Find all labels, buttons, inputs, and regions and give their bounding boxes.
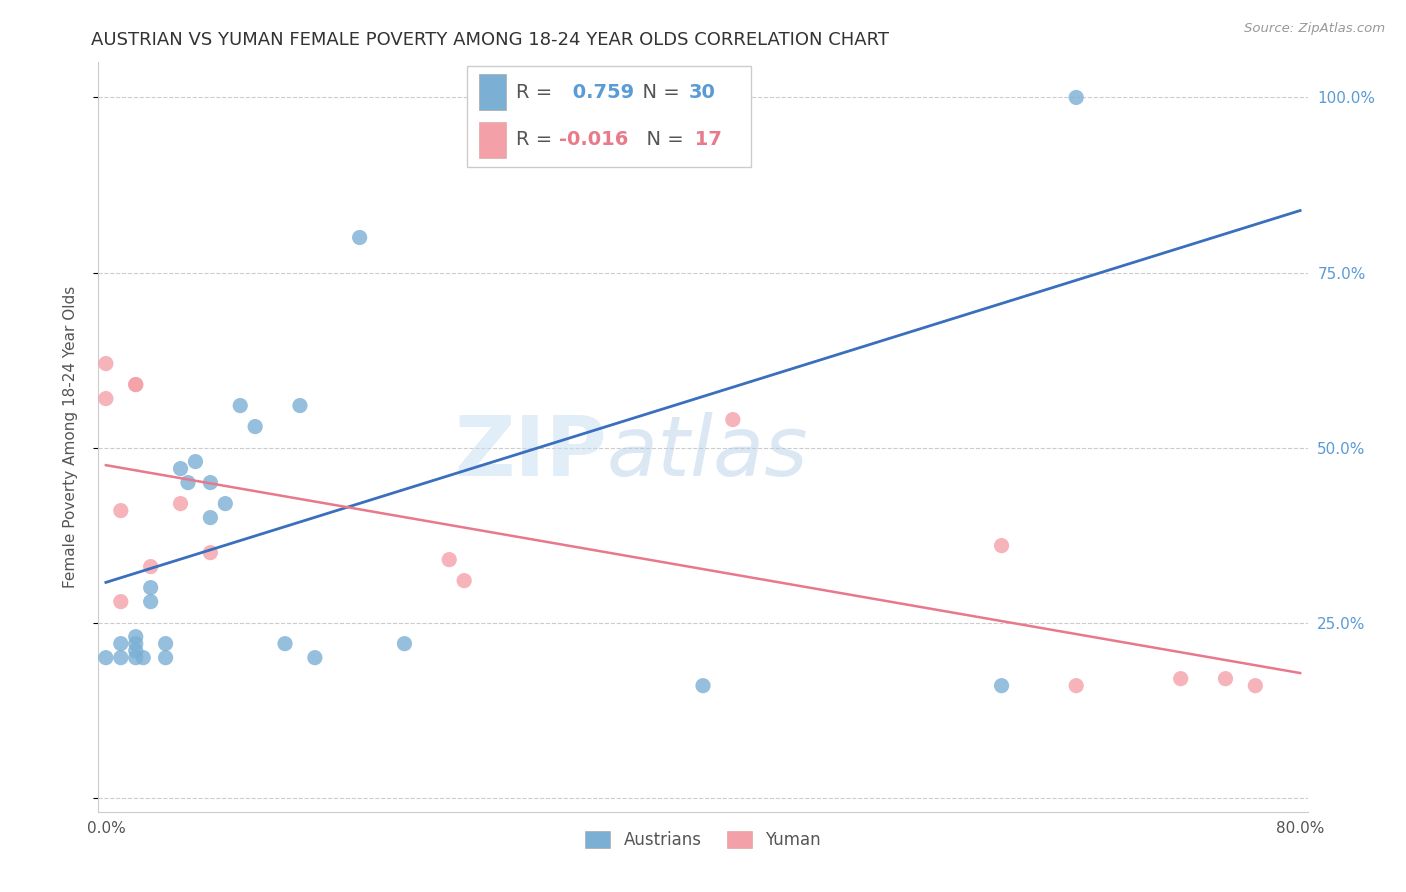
Text: 17: 17 (689, 130, 723, 149)
Point (1244, 679, 1267, 693)
Point (274, 637, 297, 651)
Point (349, 230, 371, 244)
Point (94, 392, 117, 406)
Point (1215, 672, 1237, 686)
Point (453, 574, 475, 588)
Point (125, 630, 148, 644)
Point (125, 377, 148, 392)
Point (184, 454, 207, 468)
Text: R =: R = (516, 83, 558, 102)
Point (721, 412, 744, 426)
Point (139, 559, 162, 574)
Point (200, 510, 222, 524)
Point (110, 650, 132, 665)
Text: Source: ZipAtlas.com: Source: ZipAtlas.com (1244, 22, 1385, 36)
Point (110, 637, 132, 651)
Point (200, 475, 222, 490)
FancyBboxPatch shape (467, 66, 751, 168)
Point (394, 637, 416, 651)
Text: 30: 30 (689, 83, 716, 102)
Point (527, 90, 550, 104)
Legend: Austrians, Yuman: Austrians, Yuman (579, 824, 827, 855)
Point (229, 399, 252, 413)
Point (288, 399, 311, 413)
Point (125, 643, 148, 657)
Text: R =: R = (516, 130, 558, 149)
Point (200, 546, 222, 560)
FancyBboxPatch shape (479, 74, 506, 111)
Point (1064, 679, 1087, 693)
Point (110, 594, 132, 608)
Point (132, 650, 155, 665)
Point (990, 679, 1012, 693)
Point (94, 650, 117, 665)
FancyBboxPatch shape (479, 121, 506, 158)
Point (243, 419, 266, 434)
Text: AUSTRIAN VS YUMAN FEMALE POVERTY AMONG 18-24 YEAR OLDS CORRELATION CHART: AUSTRIAN VS YUMAN FEMALE POVERTY AMONG 1… (91, 31, 890, 49)
Point (94, 357, 117, 371)
Point (177, 475, 200, 490)
Point (439, 552, 461, 566)
Point (125, 377, 148, 392)
Point (304, 650, 326, 665)
Text: -0.016: -0.016 (560, 130, 628, 149)
Point (1064, 90, 1087, 104)
Point (139, 581, 162, 595)
Point (139, 594, 162, 608)
Point (169, 461, 191, 475)
Y-axis label: Female Poverty Among 18-24 Year Olds: Female Poverty Among 18-24 Year Olds (63, 286, 77, 588)
Point (990, 539, 1012, 553)
Text: 0.759: 0.759 (567, 83, 634, 102)
Point (155, 637, 177, 651)
Point (513, 90, 536, 104)
Point (110, 503, 132, 517)
Point (155, 650, 177, 665)
Point (1170, 672, 1192, 686)
Text: N =: N = (630, 83, 686, 102)
Point (125, 650, 148, 665)
Point (169, 497, 191, 511)
Text: ZIP: ZIP (454, 411, 606, 492)
Point (214, 497, 236, 511)
Text: atlas: atlas (606, 411, 808, 492)
Text: N =: N = (634, 130, 690, 149)
Point (692, 679, 714, 693)
Point (125, 637, 148, 651)
